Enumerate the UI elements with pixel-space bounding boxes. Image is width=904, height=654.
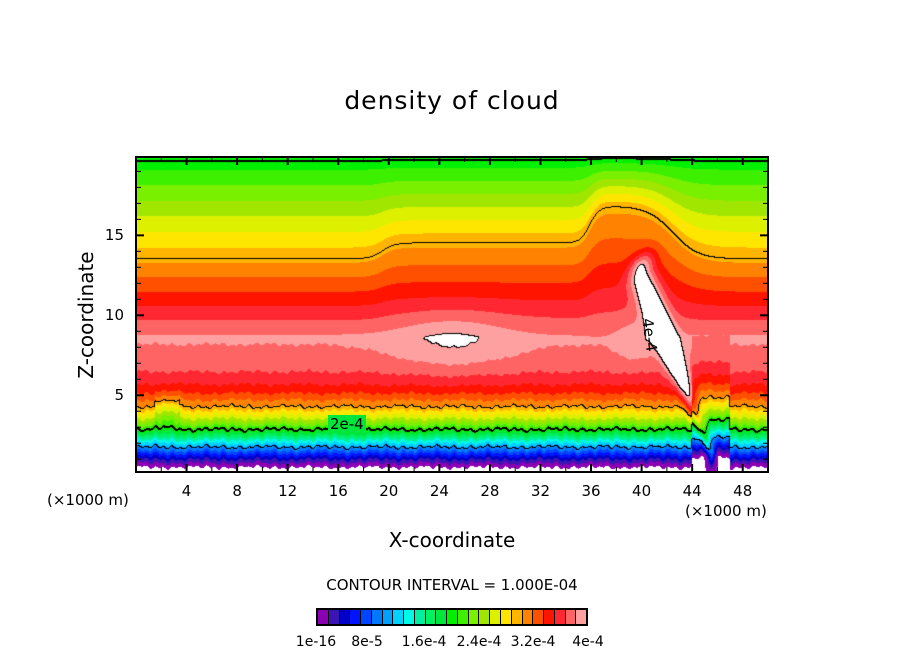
colorbar — [316, 608, 588, 626]
colorbar-swatch — [350, 610, 362, 624]
colorbar-tick-label: 3.2e-4 — [510, 634, 556, 650]
x-unit-label-left: (×1000 m) — [47, 491, 129, 509]
colorbar-tick-label: 1e-16 — [295, 634, 337, 650]
colorbar-swatch — [436, 610, 448, 624]
colorbar-swatch — [414, 610, 426, 624]
colorbar-swatch — [522, 610, 534, 624]
colorbar-swatch — [328, 610, 340, 624]
colorbar-swatch — [457, 610, 469, 624]
chart-title: density of cloud — [344, 86, 560, 115]
x-tick-label: 32 — [530, 482, 551, 500]
y-tick-label: 5 — [114, 386, 124, 405]
colorbar-swatch — [447, 610, 458, 624]
colorbar-swatch — [339, 610, 351, 624]
colorbar-swatch — [382, 610, 394, 624]
x-unit-label-right: (×1000 m) — [685, 502, 767, 520]
colorbar-tick-label: 4e-4 — [572, 634, 604, 650]
x-tick-label: 40 — [632, 482, 652, 500]
colorbar-swatch — [371, 610, 383, 624]
y-tick-label: 15 — [104, 226, 124, 245]
x-tick-label: 4 — [181, 482, 192, 500]
x-tick-label: 12 — [278, 482, 298, 500]
x-tick-label: 48 — [733, 482, 753, 500]
plot-frame — [135, 156, 769, 473]
colorbar-tick-label: 2.4e-4 — [456, 634, 502, 650]
colorbar-swatch — [479, 610, 491, 624]
x-axis-label: X-coordinate — [388, 528, 516, 552]
y-axis-label: Z-coordinate — [74, 251, 98, 379]
colorbar-swatch — [565, 610, 577, 624]
x-tick-label: 8 — [232, 482, 242, 500]
colorbar-tick-label: 1.6e-4 — [401, 634, 447, 650]
contour-label-2e-4: 2e-4 — [328, 415, 366, 433]
colorbar-swatch — [576, 610, 587, 624]
colorbar-swatch — [490, 610, 502, 624]
colorbar-swatch — [501, 610, 512, 624]
plot-area: 2e-4 4e-4 — [135, 156, 769, 473]
y-tick-label: 10 — [104, 306, 124, 325]
x-tick-label: 28 — [480, 482, 500, 500]
axes — [135, 156, 769, 473]
contour-field — [136, 157, 768, 472]
colorbar-tick-label: 8e-5 — [351, 634, 383, 650]
colorbar-swatch — [468, 610, 480, 624]
colorbar-swatch — [533, 610, 545, 624]
contour-interval-text: CONTOUR INTERVAL = 1.000E-04 — [326, 576, 578, 594]
colorbar-swatch — [544, 610, 555, 624]
colorbar-swatch — [318, 610, 329, 624]
colorbar-swatch — [554, 610, 566, 624]
x-tick-label: 20 — [379, 482, 399, 500]
x-tick-label: 36 — [581, 482, 601, 500]
colorbar-swatch — [425, 610, 437, 624]
colorbar-swatch — [393, 610, 405, 624]
x-tick-label: 24 — [429, 482, 449, 500]
colorbar-swatch — [511, 610, 523, 624]
x-tick-label: 44 — [682, 482, 702, 500]
colorbar-swatch — [404, 610, 415, 624]
x-tick-label: 16 — [328, 482, 348, 500]
colorbar-swatch — [361, 610, 372, 624]
